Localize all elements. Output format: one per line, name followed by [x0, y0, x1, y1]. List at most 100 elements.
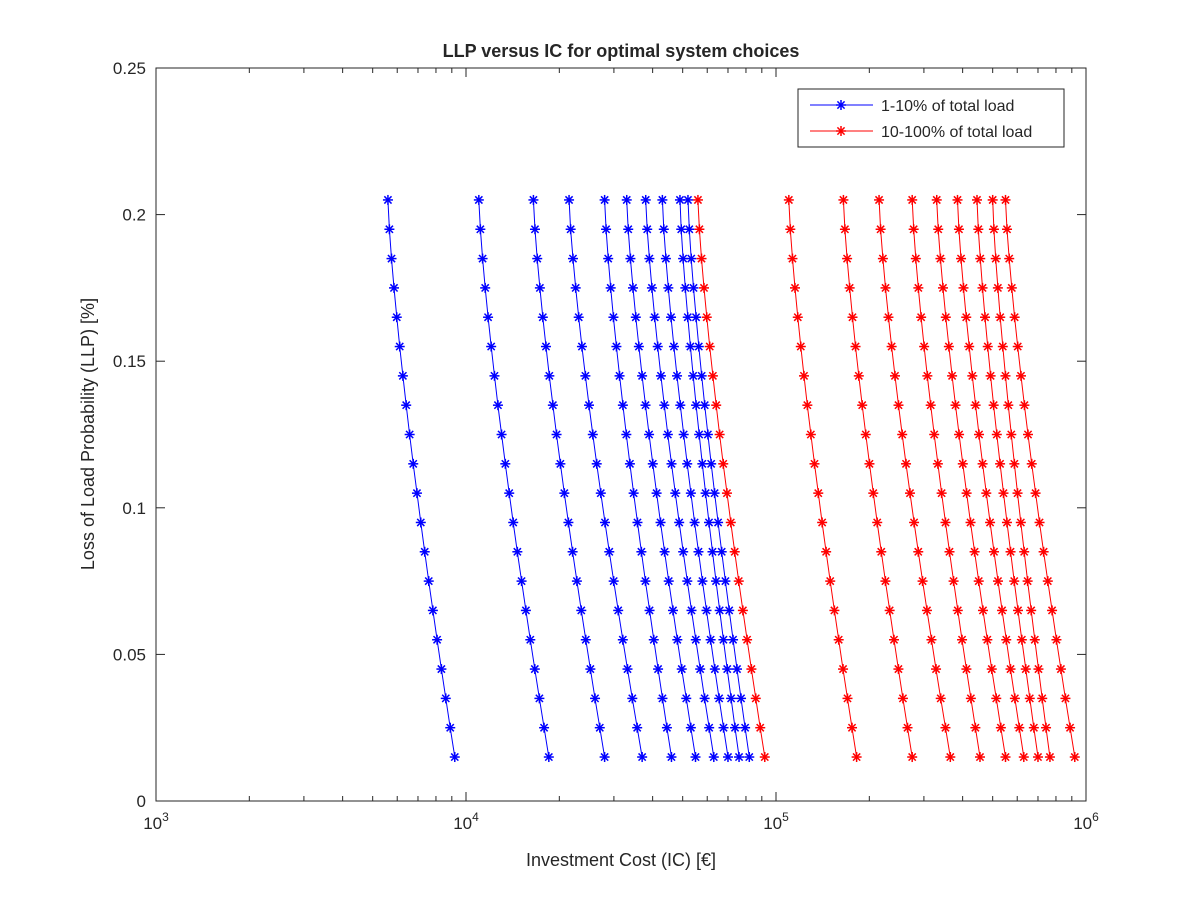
data-point	[627, 282, 638, 293]
data-point	[684, 224, 695, 235]
data-point	[685, 488, 696, 499]
data-point	[632, 517, 643, 528]
data-point	[785, 224, 796, 235]
data-point	[718, 722, 729, 733]
data-point	[594, 722, 605, 733]
data-point	[544, 370, 555, 381]
data-point	[969, 546, 980, 557]
data-point	[940, 722, 951, 733]
data-point	[985, 517, 996, 528]
data-point	[742, 634, 753, 645]
data-point	[1041, 722, 1052, 733]
data-point	[644, 429, 655, 440]
data-point	[559, 488, 570, 499]
data-point	[682, 576, 693, 587]
data-point	[973, 224, 984, 235]
series-curve	[528, 194, 610, 763]
data-point	[1009, 458, 1020, 469]
data-point	[573, 312, 584, 323]
data-point	[419, 546, 430, 557]
data-point	[988, 546, 999, 557]
data-point	[637, 370, 648, 381]
data-point	[701, 312, 712, 323]
data-point	[500, 458, 511, 469]
data-point	[681, 693, 692, 704]
data-point	[389, 282, 400, 293]
data-point	[525, 634, 536, 645]
data-point	[1020, 664, 1031, 675]
data-point	[432, 634, 443, 645]
data-point	[902, 722, 913, 733]
data-point	[707, 370, 718, 381]
data-point	[644, 605, 655, 616]
series-curve	[1000, 194, 1080, 763]
data-point	[646, 282, 657, 293]
legend-label: 10-100% of total load	[881, 124, 1032, 141]
series-curve	[874, 194, 956, 763]
data-point	[957, 634, 968, 645]
data-point	[551, 429, 562, 440]
data-point	[853, 370, 864, 381]
data-point	[1006, 282, 1017, 293]
data-point	[995, 458, 1006, 469]
data-point	[547, 400, 558, 411]
data-point	[813, 488, 824, 499]
data-point	[604, 546, 615, 557]
data-point	[621, 429, 632, 440]
data-point	[954, 429, 965, 440]
data-point	[821, 546, 832, 557]
data-point	[908, 224, 919, 235]
data-point	[860, 429, 871, 440]
data-point	[740, 722, 751, 733]
data-point	[644, 253, 655, 264]
data-point	[397, 370, 408, 381]
data-point	[1051, 634, 1062, 645]
series-curve	[682, 194, 755, 763]
data-point	[829, 605, 840, 616]
data-point	[529, 224, 540, 235]
data-point	[974, 429, 985, 440]
data-point	[713, 517, 724, 528]
data-point	[857, 400, 868, 411]
data-point	[567, 546, 578, 557]
data-point	[992, 576, 1003, 587]
data-point	[833, 634, 844, 645]
y-axis-label: Loss of Load Probability (LLP) [%]	[78, 298, 98, 570]
data-point	[965, 517, 976, 528]
data-point	[382, 194, 393, 205]
data-point	[714, 693, 725, 704]
data-point	[950, 400, 961, 411]
series-curve	[382, 194, 460, 763]
data-point	[682, 194, 693, 205]
data-point	[567, 253, 578, 264]
data-point	[977, 458, 988, 469]
data-point	[889, 370, 900, 381]
data-point	[709, 488, 720, 499]
data-point	[697, 576, 708, 587]
data-point	[386, 253, 397, 264]
data-point	[445, 722, 456, 733]
data-point	[696, 253, 707, 264]
data-point	[730, 722, 741, 733]
data-point	[700, 488, 711, 499]
data-point	[658, 224, 669, 235]
data-point	[632, 722, 643, 733]
data-point	[415, 517, 426, 528]
data-point	[971, 194, 982, 205]
data-point	[636, 546, 647, 557]
data-point	[580, 370, 591, 381]
data-point	[736, 693, 747, 704]
data-point	[909, 517, 920, 528]
data-point	[580, 634, 591, 645]
data-point	[1029, 634, 1040, 645]
data-point	[925, 400, 936, 411]
data-point	[688, 282, 699, 293]
series-curve	[692, 194, 770, 763]
data-point	[982, 634, 993, 645]
data-point	[696, 370, 707, 381]
data-point	[590, 693, 601, 704]
data-point	[944, 546, 955, 557]
data-point	[678, 429, 689, 440]
data-point	[1030, 488, 1041, 499]
data-point	[886, 341, 897, 352]
